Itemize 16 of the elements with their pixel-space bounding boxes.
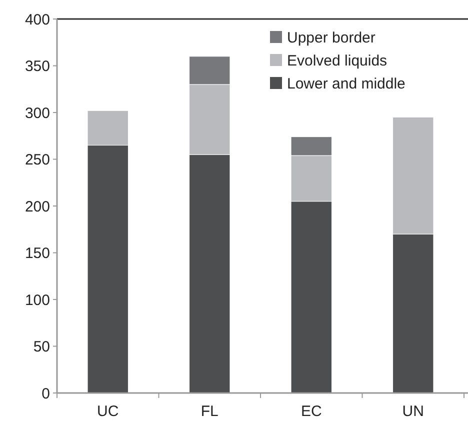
legend-label: Evolved liquids [287, 52, 388, 70]
y-tick-label: 350 [24, 58, 50, 75]
x-tick-label: UN [402, 403, 424, 420]
y-tick-label: 200 [24, 198, 50, 216]
y-tick-label: 0 [42, 385, 50, 402]
y-tick-label: 100 [24, 292, 50, 309]
x-tick-label: EC [300, 403, 322, 420]
x-tick-label: UC [97, 403, 119, 420]
y-tick-label: 150 [24, 245, 50, 262]
y-tick-label: 50 [33, 338, 50, 356]
legend-label: Upper border [287, 29, 376, 46]
y-tick-label: 400 [24, 11, 50, 28]
legend-label: Lower and middle [287, 75, 406, 92]
y-tick-label: 250 [24, 152, 50, 168]
y-tick-label: 300 [24, 104, 50, 122]
x-tick-label: FL [200, 403, 218, 420]
